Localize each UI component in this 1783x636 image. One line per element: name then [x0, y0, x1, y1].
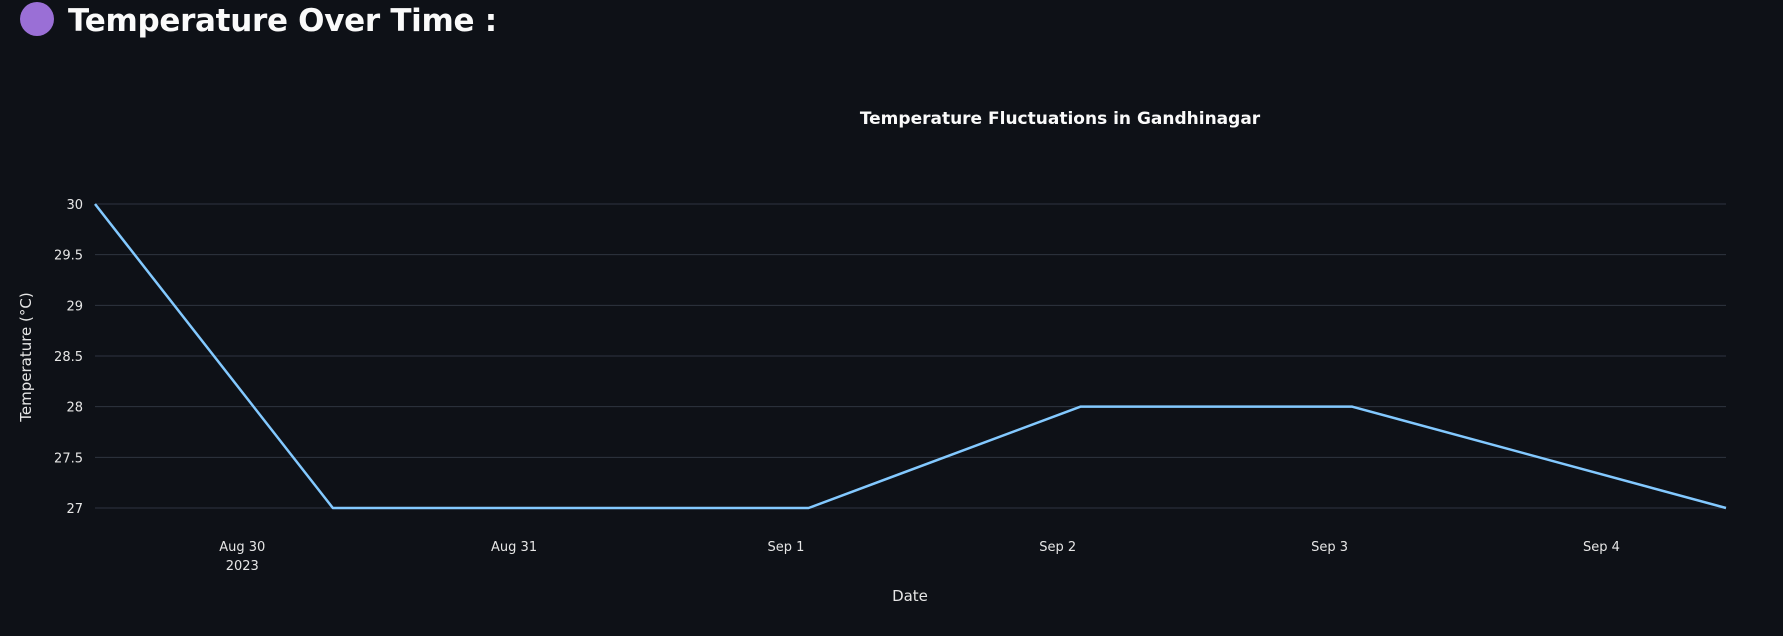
y-tick-label: 27: [66, 502, 83, 517]
x-tick-label: Sep 1: [767, 540, 804, 555]
chart-title: Temperature Fluctuations in Gandhinagar: [860, 109, 1261, 129]
x-tick-sublabel: 2023: [226, 559, 259, 574]
purple-circle-icon: [20, 2, 54, 36]
y-tick-label: 28: [66, 401, 83, 416]
temperature-series-line: [94, 203, 1727, 510]
y-axis-label: Temperature (°C): [17, 292, 35, 422]
x-tick-label: Sep 2: [1039, 540, 1076, 555]
x-tick-label: Sep 4: [1583, 540, 1620, 555]
y-tick-label: 27.5: [54, 451, 83, 466]
y-tick-label: 29: [66, 299, 83, 314]
grid-layer: [95, 203, 1726, 509]
y-tick-label: 29.5: [54, 249, 83, 264]
x-axis-label: Date: [892, 587, 928, 605]
page-title: Temperature Over Time :: [68, 3, 497, 39]
series-layer: [94, 203, 1727, 510]
x-tick-label: Aug 30: [219, 540, 265, 555]
page-header: Temperature Over Time :: [20, 2, 497, 44]
x-tick-label: Sep 3: [1311, 540, 1348, 555]
y-tick-label: 30: [66, 198, 83, 213]
y-tick-label: 28.5: [54, 350, 83, 365]
tick-layer: 27 27.5 28 28.5 29 29.5 30 Aug 30 2023 Aug 31 Sep …: [54, 198, 1620, 574]
x-tick-label: Aug 31: [491, 540, 537, 555]
